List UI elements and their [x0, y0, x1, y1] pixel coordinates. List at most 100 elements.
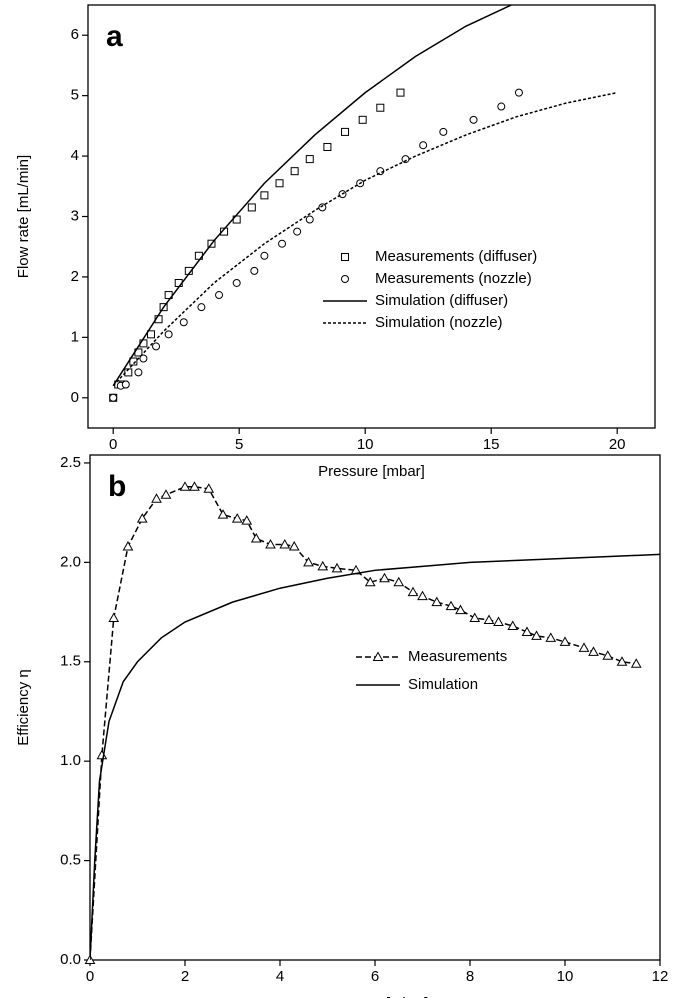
marker — [358, 115, 367, 124]
marker — [521, 626, 533, 636]
marker — [317, 560, 329, 571]
marker — [376, 103, 385, 112]
marker — [439, 127, 448, 136]
marker — [469, 612, 481, 623]
marker — [151, 493, 162, 503]
x-tick-label: 0 — [109, 436, 117, 453]
marker — [431, 596, 443, 607]
legend-label: Measurements (nozzle) — [375, 270, 532, 287]
x-tick-label: 10 — [357, 436, 374, 453]
marker — [469, 115, 478, 124]
marker — [279, 538, 291, 549]
marker — [630, 658, 642, 668]
y-tick-label: 4 — [71, 147, 79, 164]
marker — [231, 513, 243, 523]
y-axis-label: Efficiency η — [15, 669, 32, 745]
marker — [602, 650, 614, 660]
marker — [250, 532, 262, 543]
panel-label: b — [108, 470, 126, 503]
legend-label: Simulation — [408, 676, 478, 693]
legend-marker — [341, 253, 349, 261]
marker — [578, 642, 590, 652]
x-tick-label: 12 — [652, 968, 669, 985]
x-axis-label: Pressure [mbar] — [318, 463, 425, 480]
y-tick-label: 2.5 — [60, 454, 81, 471]
marker — [139, 354, 148, 363]
legend-label: Measurements (diffuser) — [375, 248, 537, 265]
marker — [121, 380, 130, 389]
marker — [514, 88, 523, 97]
marker — [179, 481, 191, 491]
x-tick-label: 20 — [609, 436, 626, 453]
marker — [588, 646, 599, 656]
legend-label: Simulation (nozzle) — [375, 314, 503, 331]
x-tick-label: 6 — [371, 968, 379, 985]
y-tick-label: 1.5 — [60, 653, 81, 670]
marker — [136, 513, 148, 523]
series-line — [90, 486, 637, 960]
marker — [331, 562, 343, 573]
marker — [134, 368, 143, 377]
marker — [189, 481, 200, 491]
marker — [265, 538, 276, 549]
y-tick-label: 1.0 — [60, 752, 81, 769]
x-tick-label: 10 — [557, 968, 574, 985]
marker — [96, 749, 108, 760]
marker — [318, 203, 327, 212]
marker — [260, 191, 269, 200]
marker — [364, 576, 376, 587]
plot-frame — [87, 4, 656, 429]
marker — [275, 179, 284, 188]
marker — [545, 632, 557, 642]
marker — [215, 291, 224, 300]
legend-marker — [372, 651, 384, 661]
marker — [109, 393, 118, 402]
panel-label: a — [106, 20, 123, 53]
marker — [293, 227, 302, 236]
y-tick-label: 1 — [71, 328, 79, 345]
legend-label: Simulation (diffuser) — [375, 292, 508, 309]
marker — [250, 266, 259, 275]
marker — [559, 636, 571, 646]
marker — [260, 251, 269, 260]
x-tick-label: 4 — [276, 968, 284, 985]
legend-label: Measurements — [408, 648, 507, 665]
marker — [379, 572, 390, 583]
marker — [305, 155, 314, 164]
marker — [417, 590, 428, 601]
marker — [164, 330, 173, 339]
x-tick-label: 5 — [235, 436, 243, 453]
y-tick-label: 6 — [71, 26, 79, 43]
marker — [203, 483, 215, 493]
marker — [160, 489, 172, 499]
marker — [419, 141, 428, 150]
marker — [396, 88, 405, 97]
marker — [247, 203, 256, 212]
y-tick-label: 0.5 — [60, 852, 81, 869]
marker — [407, 586, 419, 597]
marker — [288, 540, 300, 551]
marker — [122, 540, 134, 551]
marker — [341, 127, 350, 136]
marker — [179, 318, 188, 327]
marker — [507, 620, 519, 630]
marker — [616, 656, 628, 666]
y-tick-label: 0 — [71, 389, 79, 406]
marker — [197, 303, 206, 312]
marker — [129, 357, 138, 366]
series-line — [90, 553, 660, 960]
marker — [445, 600, 457, 611]
marker — [493, 616, 504, 627]
marker — [290, 167, 299, 176]
y-tick-label: 2.0 — [60, 553, 81, 570]
y-tick-label: 5 — [71, 87, 79, 104]
marker — [232, 278, 241, 287]
marker — [241, 515, 253, 525]
marker — [393, 576, 405, 587]
y-tick-label: 0.0 — [60, 951, 81, 968]
marker — [108, 612, 120, 623]
marker — [531, 630, 542, 640]
x-axis-label: Pressure [mbar] — [322, 995, 429, 998]
x-tick-label: 8 — [466, 968, 474, 985]
